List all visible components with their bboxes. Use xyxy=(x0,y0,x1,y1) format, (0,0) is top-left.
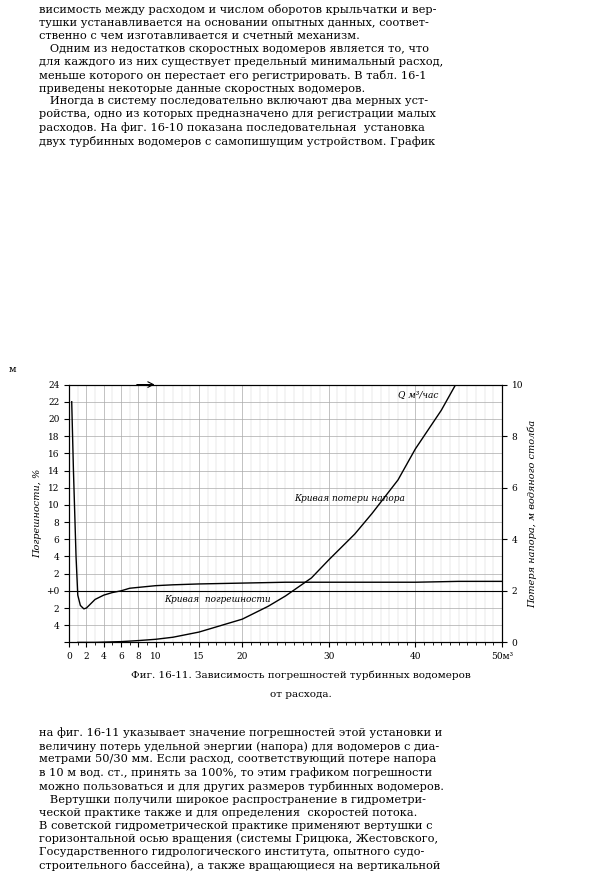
Text: висимость между расходом и числом оборотов крыльчатки и вер-
тушки устанавливает: висимость между расходом и числом оборот… xyxy=(39,4,444,147)
Text: м: м xyxy=(9,365,17,374)
Text: на фиг. 16-11 указывает значение погрешностей этой установки и
величину потерь у: на фиг. 16-11 указывает значение погрешн… xyxy=(39,727,444,874)
Text: Кривая  погрешности: Кривая погрешности xyxy=(164,595,271,604)
Text: от расхода.: от расхода. xyxy=(270,690,331,698)
Text: Q м³/час: Q м³/час xyxy=(398,391,438,399)
Y-axis label: Потеря напора, м водяного столба: Потеря напора, м водяного столба xyxy=(527,420,537,607)
Text: Фиг. 16-11. Зависимость погрешностей турбинных водомеров: Фиг. 16-11. Зависимость погрешностей тур… xyxy=(130,670,471,680)
Y-axis label: Погрешности, %: Погрешности, % xyxy=(33,468,42,558)
Text: Кривая потери напора: Кривая потери напора xyxy=(294,494,405,503)
